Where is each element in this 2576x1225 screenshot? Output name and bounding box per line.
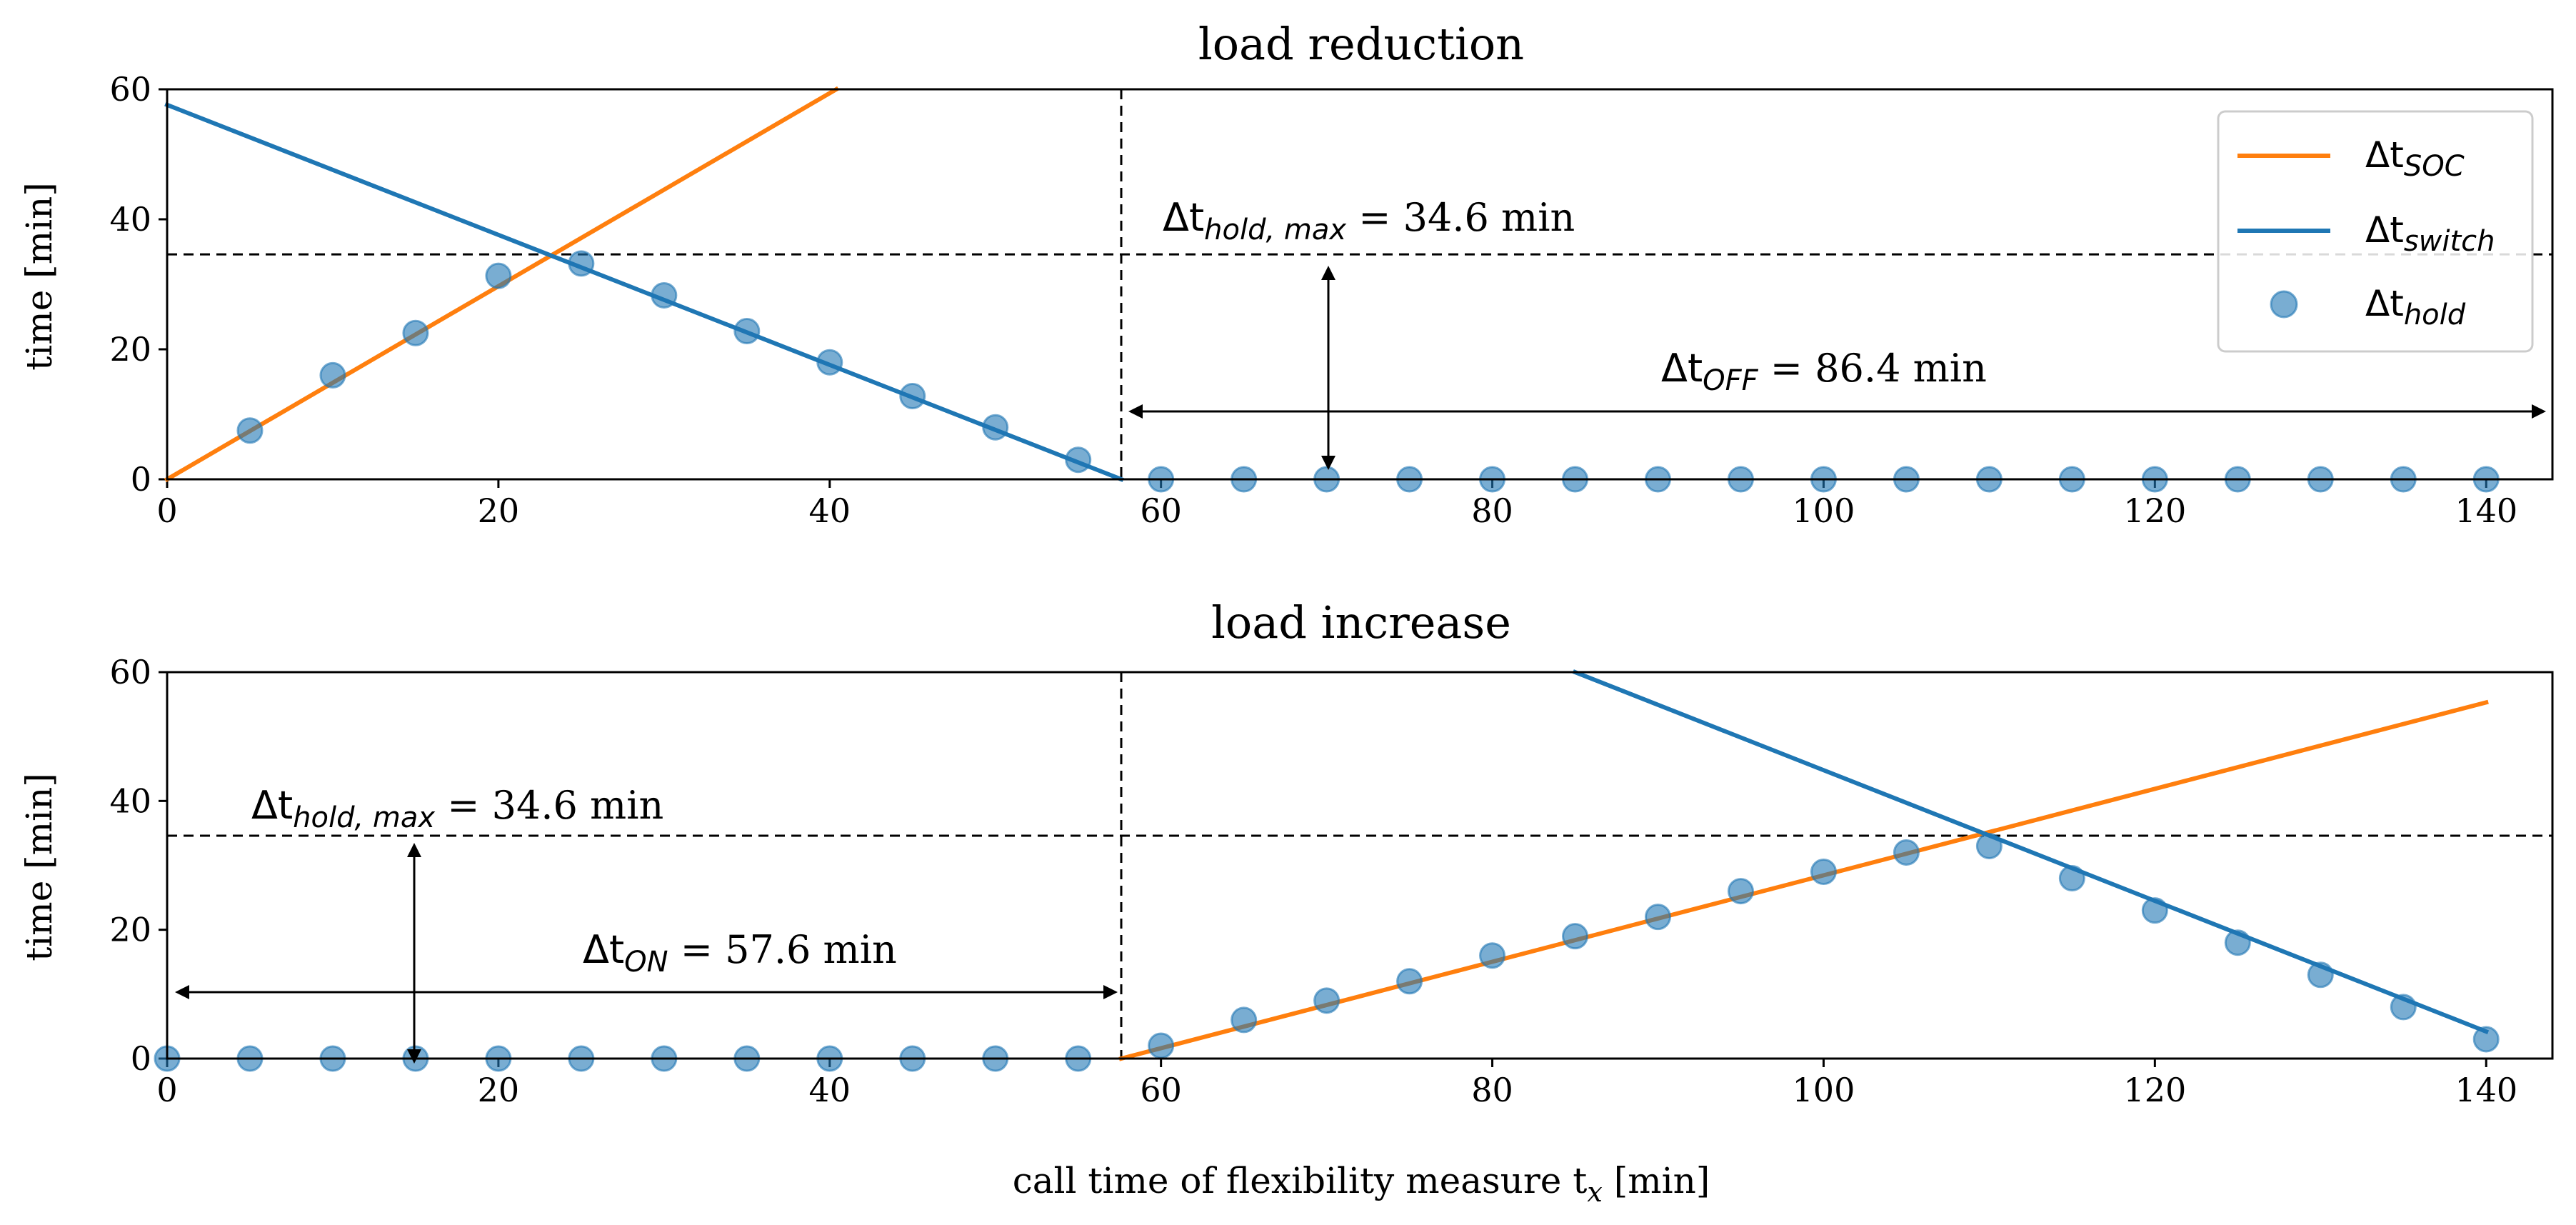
plot-frame-top xyxy=(166,88,2554,481)
ylabel-bottom: time [min] xyxy=(19,773,60,961)
point-hold xyxy=(1975,832,2003,859)
arrowhead-left-bottom xyxy=(175,985,189,999)
xtick-label: 20 xyxy=(478,491,520,530)
point-hold xyxy=(568,250,595,277)
legend: ΔtSOC Δtswitch Δthold xyxy=(2217,110,2534,353)
ytick-label: 40 xyxy=(109,200,151,239)
point-hold xyxy=(1065,446,1092,474)
point-hold xyxy=(402,319,429,346)
annot-on-bottom: ΔtON = 57.6 min xyxy=(583,927,897,979)
ylabel-top: time [min] xyxy=(19,182,60,371)
point-hold xyxy=(1727,878,1754,905)
legend-label-soc: ΔtSOC xyxy=(2365,134,2465,183)
point-hold xyxy=(1313,987,1340,1014)
point-hold xyxy=(2472,1026,2500,1053)
line-soc xyxy=(1118,699,2489,1061)
title-load-reduction: load reduction xyxy=(1198,18,1524,70)
point-hold xyxy=(2307,961,2334,989)
xtick-label: 120 xyxy=(2123,1071,2186,1109)
point-hold xyxy=(982,414,1009,441)
annot-off-top: ΔtOFF = 86.4 min xyxy=(1661,346,1987,397)
point-hold xyxy=(2058,865,2085,892)
annot-hold-max-bottom: Δthold, max = 34.6 min xyxy=(251,783,663,834)
xtick-label: 40 xyxy=(809,491,851,530)
point-hold xyxy=(1810,859,1837,886)
point-hold xyxy=(1562,923,1589,950)
line-switch xyxy=(164,101,1124,482)
ytick-label: 0 xyxy=(131,460,151,499)
arrowhead-right-top xyxy=(2532,404,2546,419)
ytick-label: 60 xyxy=(109,70,151,109)
point-hold xyxy=(1148,1032,1175,1059)
point-hold xyxy=(2141,897,2168,924)
point-hold xyxy=(733,318,761,345)
point-hold xyxy=(236,417,264,444)
xtick-label: 60 xyxy=(1140,1071,1182,1109)
title-load-increase: load increase xyxy=(1211,596,1511,649)
xtick-label: 0 xyxy=(156,491,177,530)
arrowhead-down-top xyxy=(1321,456,1335,470)
xlabel-bottom: call time of flexibility measure tx [min… xyxy=(1013,1160,1710,1208)
arrowhead-right-bottom xyxy=(1103,985,1118,999)
legend-label-switch: Δtswitch xyxy=(2365,209,2495,258)
point-hold xyxy=(2224,929,2251,956)
xtick-label: 60 xyxy=(1140,491,1182,530)
point-hold xyxy=(1231,1006,1258,1034)
ytick-label: 0 xyxy=(131,1039,151,1078)
xtick-label: 80 xyxy=(1471,491,1513,530)
line-switch xyxy=(1572,669,2490,1035)
panel-load-reduction: load reduction time [min] 0 20 40 60 80 100 12… xyxy=(19,18,2554,530)
ytick-label: 20 xyxy=(109,911,151,949)
legend-box xyxy=(2217,110,2534,353)
xtick-label: 80 xyxy=(1471,1071,1513,1109)
point-hold xyxy=(1893,839,1920,866)
legend-swatch-hold xyxy=(2270,290,2298,319)
point-hold xyxy=(319,361,346,389)
point-hold xyxy=(816,349,843,376)
annot-hold-max-top: Δthold, max = 34.6 min xyxy=(1163,195,1575,246)
arrowhead-down-bottom xyxy=(407,1049,421,1064)
point-hold xyxy=(1396,968,1423,995)
ytick-label: 40 xyxy=(109,781,151,820)
xtick-label: 20 xyxy=(478,1071,520,1109)
arrowhead-up-bottom xyxy=(407,843,421,857)
point-hold xyxy=(899,383,926,410)
legend-label-hold: Δthold xyxy=(2365,283,2466,331)
point-hold xyxy=(485,262,512,289)
point-hold xyxy=(1645,904,1671,931)
ytick-label: 20 xyxy=(109,330,151,369)
xtick-label: 140 xyxy=(2455,1071,2517,1109)
panel-load-increase: load increase time [min] call time of fl… xyxy=(19,596,2554,1208)
arrowhead-up-top xyxy=(1321,266,1335,280)
xtick-label: 140 xyxy=(2455,491,2517,530)
point-hold xyxy=(1479,942,1506,969)
xtick-label: 0 xyxy=(156,1071,177,1109)
point-hold xyxy=(2390,994,2417,1021)
xtick-label: 100 xyxy=(1793,491,1855,530)
plot-frame-bottom xyxy=(166,671,2554,1060)
point-hold xyxy=(651,281,678,309)
xtick-label: 40 xyxy=(809,1071,851,1109)
ytick-label: 60 xyxy=(109,653,151,691)
xtick-label: 100 xyxy=(1793,1071,1855,1109)
arrowhead-left-top xyxy=(1128,404,1143,419)
xtick-label: 120 xyxy=(2123,491,2186,530)
